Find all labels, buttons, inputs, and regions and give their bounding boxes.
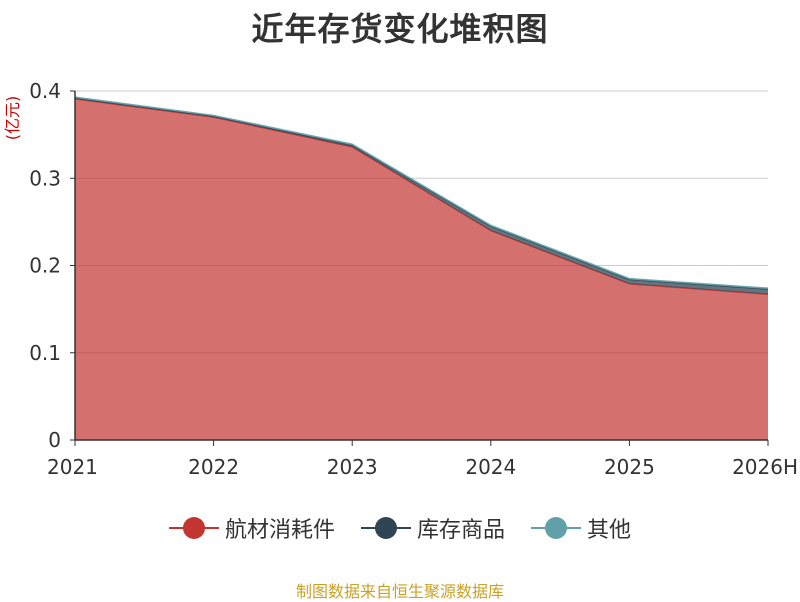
x-tick-label: 2024 bbox=[465, 455, 516, 479]
legend-item[interactable]: 其他 bbox=[531, 512, 631, 544]
area-series-1 bbox=[75, 98, 768, 440]
chart-title: 近年存货变化堆积图 bbox=[251, 10, 549, 48]
legend-marker-icon bbox=[168, 517, 219, 539]
legend-item[interactable]: 库存商品 bbox=[360, 512, 505, 544]
y-axis-label: (亿元) bbox=[3, 96, 22, 141]
x-tick-label: 2022 bbox=[188, 455, 239, 479]
y-tick-label: 0.1 bbox=[29, 341, 61, 365]
y-tick-label: 0.4 bbox=[29, 79, 61, 103]
legend-item[interactable]: 航材消耗件 bbox=[168, 512, 335, 544]
legend: 航材消耗件 库存商品 其他 bbox=[0, 512, 800, 544]
x-tick-label: 2026H bbox=[732, 455, 798, 479]
line-series-3 bbox=[74, 96, 769, 289]
x-tick-label: 2021 bbox=[47, 455, 98, 479]
x-tick-label: 2025 bbox=[604, 455, 655, 479]
legend-marker-icon bbox=[360, 517, 411, 539]
legend-label: 库存商品 bbox=[416, 518, 505, 543]
y-tick-label: 0.2 bbox=[29, 254, 61, 278]
legend-marker-icon bbox=[531, 517, 581, 539]
y-tick-label: 0.3 bbox=[29, 166, 61, 190]
legend-label: 航材消耗件 bbox=[224, 518, 335, 543]
source-note: 制图数据来自恒生聚源数据库 bbox=[295, 582, 504, 601]
x-tick-label: 2023 bbox=[327, 455, 378, 479]
y-tick-label: 0 bbox=[48, 428, 61, 452]
legend-label: 其他 bbox=[587, 518, 632, 543]
